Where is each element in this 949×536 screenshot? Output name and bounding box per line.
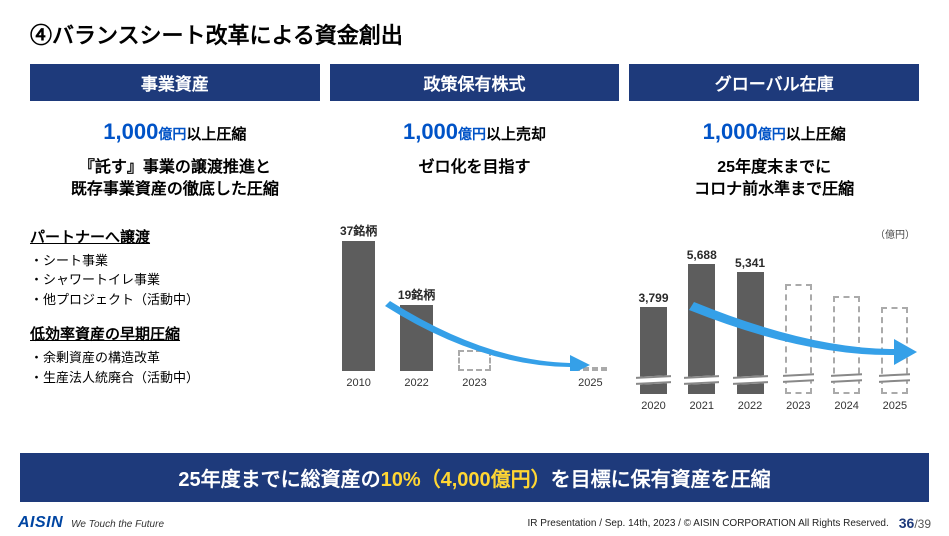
section2-items-0: ・余剰資産の構造改革 ・生産法人統廃合（活動中） [30, 348, 320, 387]
x-axis-label: 2025 [561, 377, 619, 389]
bar [881, 307, 908, 394]
bar [640, 307, 667, 394]
bar-group [871, 307, 919, 394]
bar [785, 284, 812, 394]
bar [574, 367, 606, 371]
bar-group: 5,341 [726, 272, 774, 394]
col-global-inventory: グローバル在庫 1,000億円以上圧縮 25年度末までにコロナ前水準まで圧縮 （… [629, 64, 919, 412]
bullet: ・他プロジェクト（活動中） [30, 290, 320, 310]
bar-group [446, 350, 504, 371]
slide-title: ④バランスシート改革による資金創出 [30, 18, 919, 50]
section1-items-0: ・シート事業 ・シャワートイレ事業 ・他プロジェクト（活動中） [30, 251, 320, 310]
x-axis-label: 2021 [678, 400, 726, 412]
chart-1: 37銘柄19銘柄 2010202220232025 [330, 209, 620, 389]
headline-0: 1,000億円以上圧縮 [30, 119, 320, 145]
columns: 事業資産 1,000億円以上圧縮 『託す』事業の譲渡推進と既存事業資産の徹底した… [30, 64, 919, 412]
headline-2: 1,000億円以上圧縮 [629, 119, 919, 145]
bar [458, 350, 490, 371]
section2-title-0: 低効率資産の早期圧縮 [30, 323, 320, 344]
bar [737, 272, 764, 394]
headline-small-2: 億円 [758, 126, 786, 142]
bar-group: 19銘柄 [388, 305, 446, 372]
col-header-1: 政策保有株式 [330, 64, 620, 101]
headline-small-0: 億円 [158, 126, 186, 142]
brand-tagline: We Touch the Future [71, 519, 164, 530]
x-axis-label: 2023 [446, 377, 504, 389]
bar-value-label: 3,799 [638, 291, 668, 305]
bullet: ・シャワートイレ事業 [30, 270, 320, 290]
banner-post: を目標に保有資産を圧縮 [551, 469, 771, 491]
footer: AISIN We Touch the Future IR Presentatio… [0, 510, 949, 536]
bar-value-label: 37銘柄 [340, 222, 377, 239]
headline-tail-0: 以上圧縮 [186, 126, 246, 143]
x-axis-label: 2022 [388, 377, 446, 389]
bar [688, 264, 715, 394]
col-header-2: グローバル在庫 [629, 64, 919, 101]
wave-break-icon [879, 373, 910, 383]
wave-break-icon [783, 373, 814, 383]
bar-value-label: 5,688 [687, 248, 717, 262]
headline-1: 1,000億円以上売却 [330, 119, 620, 145]
subtext-0: 『託す』事業の譲渡推進と既存事業資産の徹底した圧縮 [30, 157, 320, 202]
bullet: ・生産法人統廃合（活動中） [30, 368, 320, 388]
headline-big-1: 1,000 [403, 119, 458, 144]
chart-unit-2: （億円） [875, 226, 915, 241]
col-policy-stocks: 政策保有株式 1,000億円以上売却 ゼロ化を目指す 37銘柄19銘柄 2010… [330, 64, 620, 412]
page-current: 36 [899, 515, 915, 531]
banner-em: 10%（4,000億円） [381, 469, 551, 491]
col-business-assets: 事業資産 1,000億円以上圧縮 『託す』事業の譲渡推進と既存事業資産の徹底した… [30, 64, 320, 412]
subtext-1: ゼロ化を目指す [330, 157, 620, 179]
wave-break-icon [831, 373, 862, 383]
x-axis-label: 2010 [330, 377, 388, 389]
headline-small-1: 億円 [458, 126, 486, 142]
bar-group [822, 296, 870, 394]
x-axis-label: 2020 [629, 400, 677, 412]
brand: AISIN We Touch the Future [18, 514, 164, 532]
headline-tail-1: 以上売却 [486, 126, 546, 143]
wave-break-icon [684, 375, 719, 385]
bar-group: 37銘柄 [330, 241, 388, 371]
chart-2: （億円） 3,7995,6885,341 2020202120222023202… [629, 232, 919, 412]
footer-note: IR Presentation / Sep. 14th, 2023 / © AI… [528, 518, 889, 529]
bullet: ・シート事業 [30, 251, 320, 271]
bar-value-label: 5,341 [735, 256, 765, 270]
wave-break-icon [636, 375, 671, 385]
x-axis-label: 2024 [822, 400, 870, 412]
bar-group [774, 284, 822, 394]
wave-break-icon [733, 375, 768, 385]
banner-pre: 25年度までに総資産の [178, 469, 380, 491]
summary-banner: 25年度までに総資産の10%（4,000億円）を目標に保有資産を圧縮 [20, 453, 929, 502]
bullet: ・余剰資産の構造改革 [30, 348, 320, 368]
page-total: /39 [914, 517, 931, 531]
headline-big-2: 1,000 [703, 119, 758, 144]
brand-logo: AISIN [18, 514, 63, 532]
x-axis-label [503, 377, 561, 389]
bar [342, 241, 374, 371]
col-header-0: 事業資産 [30, 64, 320, 101]
bar [400, 305, 432, 372]
x-axis-label: 2022 [726, 400, 774, 412]
bar-group [561, 367, 619, 371]
x-axis-label: 2023 [774, 400, 822, 412]
bar-group: 5,688 [678, 264, 726, 394]
bar-value-label: 19銘柄 [398, 286, 435, 303]
bar-group: 3,799 [629, 307, 677, 394]
headline-tail-2: 以上圧縮 [786, 126, 846, 143]
section1-title-0: パートナーへ譲渡 [30, 226, 320, 247]
subtext-2: 25年度末までにコロナ前水準まで圧縮 [629, 157, 919, 202]
headline-big-0: 1,000 [103, 119, 158, 144]
x-axis-label: 2025 [871, 400, 919, 412]
bar [833, 296, 860, 394]
